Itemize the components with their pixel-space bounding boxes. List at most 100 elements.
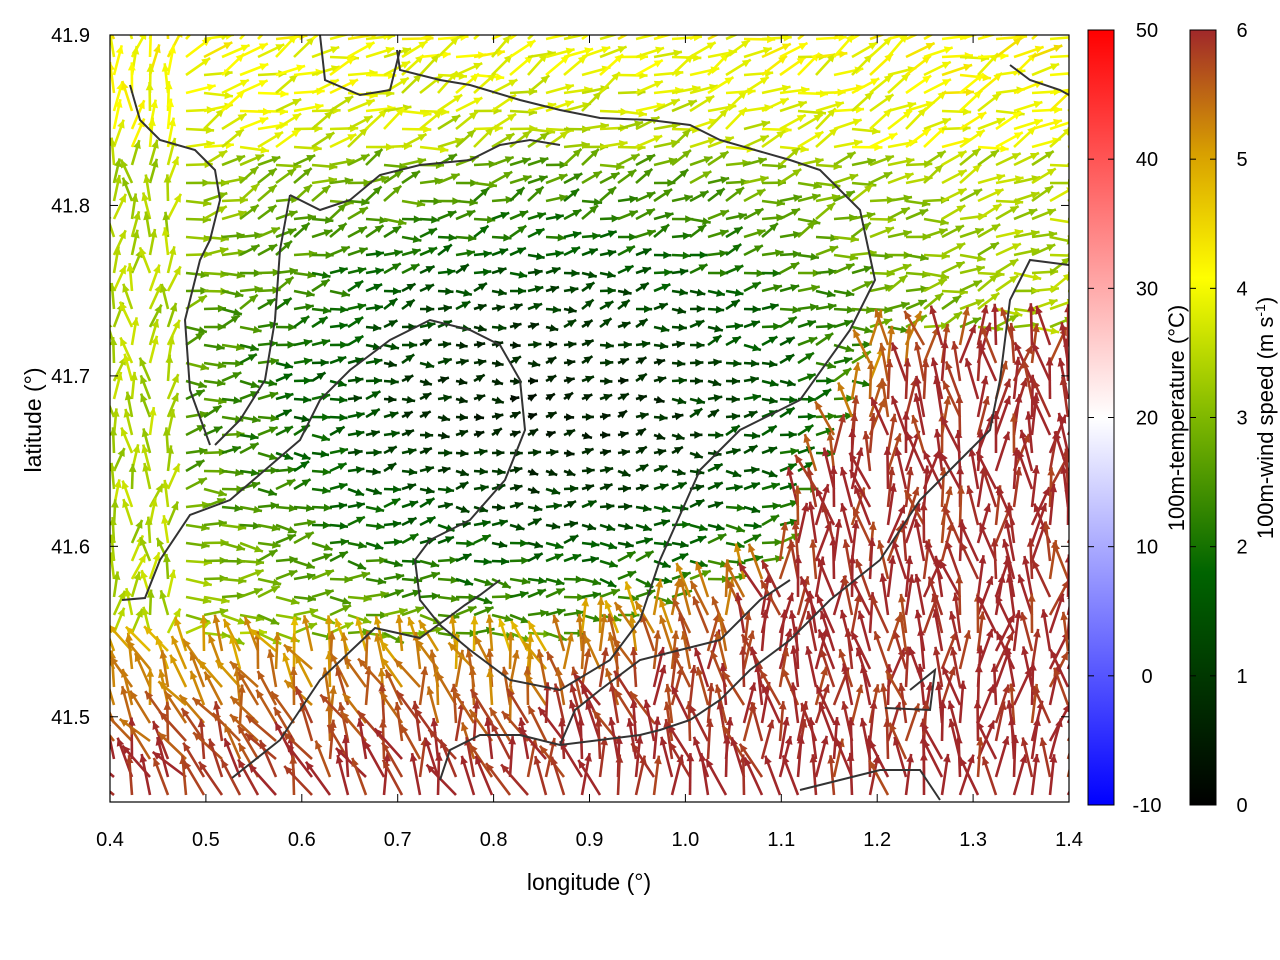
wind-arrow-head [1022,434,1030,443]
wind-arrow-head [268,452,278,461]
wind-arrow-head [713,394,723,402]
wind-arrow-head [714,324,723,333]
wind-arrow-head [392,185,402,195]
wind-arrow-head [922,700,930,710]
wind-arrow-head [879,573,888,582]
wind-arrow-head [1061,257,1069,266]
wind-arrow-shaft [293,35,301,40]
wind-arrow-head [584,299,594,308]
wind-arrow-head [1060,651,1068,661]
wind-arrow-head [101,618,108,627]
wind-arrow-head [443,394,452,402]
wind-arrow-head [460,755,468,765]
wind-arrow-head [171,501,179,511]
wind-arrow-head [990,663,999,672]
wind-arrow-head [660,224,670,233]
wind-arrow-head [1072,69,1080,77]
wind-arrow-head [433,110,443,119]
wind-arrow-head [603,483,613,491]
wind-arrow-head [904,490,913,500]
wind-arrow-head [360,154,370,162]
wind-arrow-head [659,483,669,491]
wind-arrow-head [139,35,147,40]
wind-arrow-head [1079,706,1086,715]
wind-arrow-head [219,246,229,255]
wind-arrow-head [752,534,761,542]
wind-arrow-head [971,148,981,157]
wind-arrow-head [388,360,397,368]
wind-arrow-head [268,426,278,434]
wind-arrow-head [472,700,481,709]
wind-arrow-head [761,120,771,128]
wind-arrow-head [322,521,331,530]
wind-arrow-head [921,359,930,368]
wind-arrow-head [111,408,120,417]
wind-arrow-head [387,463,397,471]
x-tick-label: 0.7 [384,829,412,851]
wind-arrow-head [129,726,138,736]
wind-arrow-head [183,760,192,770]
wind-arrow-head [459,482,469,490]
wind-arrow-head [122,499,130,508]
wind-arrow-head [845,412,854,420]
wind-arrow-head [475,374,485,383]
wind-arrow-head [334,618,343,628]
wind-arrow-head [82,769,91,777]
wind-arrow-head [395,107,405,117]
wind-arrow-head [669,742,677,751]
wind-arrow-head [572,148,582,158]
wind-arrow-head [498,618,506,628]
wind-arrow-head [1042,521,1051,530]
wind-arrow-head [339,522,348,530]
wind-arrow-head [889,413,898,423]
wind-arrow-shaft [1049,36,1069,41]
wind-arrow-head [303,376,312,385]
wind-arrow-head [610,172,620,180]
wind-arrow-head [458,396,468,404]
wind-arrow-head [713,358,722,367]
wind-arrow-head [757,157,767,165]
wind-arrow-head [450,173,460,181]
wind-arrow-head [288,323,297,332]
wind-arrow-head [1009,259,1019,267]
wind-arrow-head [428,729,437,739]
wind-arrow-head [788,610,797,619]
wind-arrow-head [917,627,925,636]
wind-arrow-head [769,303,779,311]
wind-arrow-head [951,341,959,350]
wind-arrow-head [1071,574,1079,583]
wind-arrow-head [572,230,582,239]
wind-arrow-head [512,341,521,350]
wind-arrow-head [284,426,293,434]
wind-arrow-head [891,342,899,352]
wind-arrow-head [538,707,547,717]
wind-arrow-head [141,192,149,202]
wind-arrow-head [411,171,420,179]
wind-arrow-head [1047,467,1056,476]
wind-arrow-head [409,341,418,349]
wind-arrow-head [535,228,545,236]
wind-arrow-head [517,225,527,234]
wind-arrow-head [849,253,859,262]
wind-arrow-head [235,343,245,352]
wind-arrow-head [932,646,941,656]
wind-arrow-head [430,54,440,63]
wind-arrow-head [605,341,614,350]
wind-arrow-head [682,520,691,529]
wind-arrow-head [553,502,562,510]
wind-arrow-head [584,47,594,55]
wind-arrow-head [1005,700,1014,709]
wind-arrow-head [709,409,719,418]
wind-arrow-head [767,425,777,434]
wind-arrow-head [479,225,489,234]
wind-arrow-head [786,592,794,602]
wind-arrow-head [792,305,801,314]
wind-arrow-head [568,340,577,349]
wind-arrow-head [316,372,326,381]
wind-arrow-head [526,40,536,49]
wind-arrow-head [907,574,915,584]
wind-arrow-head [566,358,576,367]
wind-arrow-head [418,41,428,49]
wind-arrow-head [982,73,991,82]
